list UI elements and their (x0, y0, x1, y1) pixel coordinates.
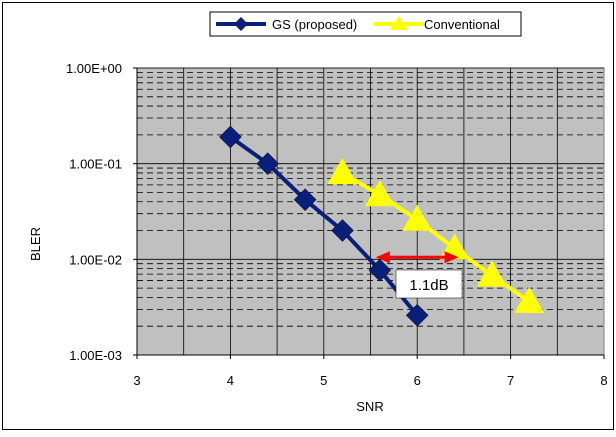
annotation-arrowhead-left (375, 251, 390, 264)
y-tick-label: 1.00E-02 (69, 252, 122, 267)
y-tick-label: 1.00E+00 (66, 61, 122, 76)
data-point (402, 204, 433, 231)
series-conventional (327, 157, 545, 314)
legend-marker (234, 17, 248, 31)
data-point (514, 286, 545, 314)
legend-item: GS (proposed) (216, 17, 357, 32)
x-tick-label: 5 (320, 373, 327, 388)
data-point (368, 258, 392, 282)
x-tick-label: 7 (507, 373, 514, 388)
legend-marker (390, 16, 408, 30)
series-layer (219, 125, 545, 327)
x-tick-label: 6 (414, 373, 421, 388)
annotation-layer: 1.1dB (375, 251, 463, 299)
legend-label: Conventional (424, 17, 500, 32)
annotation-box (395, 269, 463, 299)
data-point (219, 125, 242, 149)
annotation-arrowhead-right (444, 251, 459, 264)
data-point (476, 260, 507, 287)
series-gs-proposed (219, 125, 429, 327)
data-point (331, 219, 354, 242)
x-axis-title: SNR (356, 399, 383, 414)
legend-label: GS (proposed) (272, 17, 357, 32)
x-tick-label: 3 (133, 373, 140, 388)
legend-item: Conventional (374, 16, 500, 32)
x-tick-label: 4 (227, 373, 234, 388)
y-tick-label: 1.00E-03 (69, 348, 122, 363)
y-axis-title: BLER (28, 227, 43, 261)
legend: GS (proposed) Conventional (209, 11, 522, 37)
x-tick-label: 8 (600, 373, 607, 388)
data-point (405, 303, 429, 327)
axes: 3 4 5 6 7 8 1.00E+00 1.00E-01 1.00E-02 1.00E-03 (66, 61, 608, 388)
data-point (256, 152, 280, 176)
data-point (327, 157, 358, 185)
data-point (364, 180, 395, 207)
data-point (293, 188, 317, 212)
y-tick-label: 1.00E-01 (69, 157, 122, 172)
annotation-label: 1.1dB (409, 277, 448, 294)
